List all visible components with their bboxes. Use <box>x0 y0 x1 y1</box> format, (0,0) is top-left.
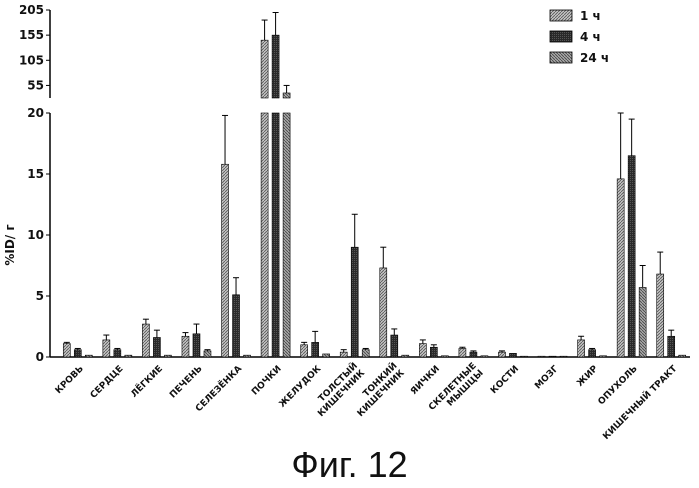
bar-24ч-0 <box>85 355 92 357</box>
y-tick-label: 55 <box>27 78 44 92</box>
bar-4ч-14 <box>628 156 635 357</box>
bar-4ч-10 <box>470 352 477 357</box>
x-tick-label-line: СЕРДЦЕ <box>89 364 126 401</box>
legend-label: 1 ч <box>580 9 601 23</box>
y-tick-label: 15 <box>27 167 44 181</box>
legend: 1 ч 4 ч 24 ч <box>550 9 609 65</box>
bar-4ч-12 <box>549 356 556 357</box>
biodistribution-bar-chart: 0 5 10 15 20 55 105 155 205 %ID/ г КРОВЬСЕРДЦЕЛЁГ… <box>0 0 699 440</box>
bar-24ч-3 <box>204 351 211 357</box>
x-tick-label: МОЗГ <box>533 364 561 392</box>
y-tick-label: 20 <box>27 106 44 120</box>
bar-1ч-11 <box>498 352 505 357</box>
bar-1ч-12 <box>538 356 545 357</box>
bar-4ч-5-lower <box>272 113 279 357</box>
bar-24ч-9 <box>441 356 448 357</box>
figure-caption: Фиг. 12 <box>0 444 699 486</box>
bar-4ч-4 <box>233 295 240 357</box>
bar-4ч-2 <box>153 337 160 357</box>
x-tick-label-line: МОЗГ <box>533 364 561 392</box>
x-tick-label: ПЕЧЕНЬ <box>168 364 205 401</box>
bar-1ч-1 <box>103 340 110 357</box>
x-tick-label-line: КОСТИ <box>489 364 521 396</box>
bar-4ч-0 <box>74 350 81 357</box>
x-tick-label: ПОЧКИ <box>250 364 283 397</box>
bar-1ч-8 <box>380 268 387 357</box>
bar-1ч-2 <box>142 324 149 357</box>
legend-swatch <box>550 10 572 21</box>
y-tick-label: 0 <box>36 350 44 364</box>
bar-4ч-3 <box>193 334 200 357</box>
bar-4ч-5 <box>272 35 279 98</box>
x-tick-label-line: ПОЧКИ <box>250 364 283 397</box>
x-tick-label-line: ЯИЧКИ <box>409 364 442 397</box>
bar-24ч-12 <box>560 356 567 357</box>
bar-4ч-6 <box>312 342 319 357</box>
x-tick-label: КРОВЬ <box>54 364 86 396</box>
legend-label: 4 ч <box>580 30 601 44</box>
x-tick-label: ОПУХОЛЬ <box>597 364 640 407</box>
bar-4ч-11 <box>509 353 516 357</box>
x-tick-label: ЛЁГКИЕ <box>129 363 165 399</box>
x-tick-label: ЖИР <box>575 364 600 389</box>
x-tick-label: СЕРДЦЕ <box>89 364 126 401</box>
x-tick-label: ЯИЧКИ <box>409 364 442 397</box>
bar-24ч-1 <box>125 355 132 357</box>
x-tick-label: КИШЕЧНЫЙ ТРАКТ <box>600 362 680 440</box>
bar-1ч-5 <box>261 40 268 98</box>
bar-24ч-7 <box>362 350 369 357</box>
bar-4ч-1 <box>114 350 121 357</box>
x-tick-label-line: КИШЕЧНЫЙ ТРАКТ <box>600 362 680 440</box>
bar-1ч-0 <box>63 344 70 357</box>
y-tick-label: 155 <box>19 28 44 42</box>
x-tick-label: ЖЕЛУДОК <box>278 364 324 410</box>
bar-24ч-15 <box>679 355 686 357</box>
bar-24ч-10 <box>481 356 488 357</box>
bar-4ч-8 <box>391 335 398 357</box>
bar-1ч-9 <box>419 344 426 357</box>
bar-24ч-8 <box>402 355 409 357</box>
y-tick-label: 10 <box>27 228 44 242</box>
bar-1ч-7 <box>340 352 347 357</box>
bar-4ч-9 <box>430 347 437 357</box>
bar-24ч-5 <box>283 93 290 98</box>
bar-1ч-4 <box>222 164 229 357</box>
x-tick-label-line: ЖИР <box>575 364 600 389</box>
x-tick-label: КОСТИ <box>489 364 521 396</box>
bar-1ч-5-lower <box>261 113 268 357</box>
bar-24ч-13 <box>600 356 607 357</box>
bar-24ч-14 <box>639 287 646 357</box>
bar-4ч-7 <box>351 247 358 357</box>
legend-swatch <box>550 31 572 42</box>
x-tick-label-line: КРОВЬ <box>54 364 86 396</box>
bar-24ч-5-lower <box>283 113 290 357</box>
x-tick-label-line: ЛЁГКИЕ <box>129 363 165 399</box>
bar-1ч-6 <box>301 345 308 357</box>
bar-4ч-13 <box>589 350 596 357</box>
bar-1ч-3 <box>182 336 189 357</box>
y-tick-label: 5 <box>36 289 44 303</box>
bar-24ч-11 <box>520 356 527 357</box>
bar-4ч-15 <box>668 336 675 357</box>
bar-1ч-13 <box>578 340 585 357</box>
y-tick-label: 205 <box>19 3 44 17</box>
x-tick-label-line: ОПУХОЛЬ <box>597 364 640 407</box>
legend-swatch <box>550 52 572 63</box>
legend-label: 24 ч <box>580 51 609 65</box>
x-tick-label-line: ПЕЧЕНЬ <box>168 364 205 401</box>
bar-24ч-6 <box>323 354 330 357</box>
y-axis-label: %ID/ г <box>3 224 17 265</box>
x-tick-labels: КРОВЬСЕРДЦЕЛЁГКИЕПЕЧЕНЬСЕЛЕЗЁНКАПОЧКИЖЕЛ… <box>54 359 680 440</box>
bar-1ч-15 <box>657 274 664 357</box>
bar-24ч-2 <box>164 355 171 357</box>
bar-1ч-10 <box>459 348 466 357</box>
y-tick-label: 105 <box>19 53 44 67</box>
x-tick-label-line: ЖЕЛУДОК <box>278 364 324 410</box>
bar-1ч-14 <box>617 179 624 357</box>
bar-24ч-4 <box>244 355 251 357</box>
